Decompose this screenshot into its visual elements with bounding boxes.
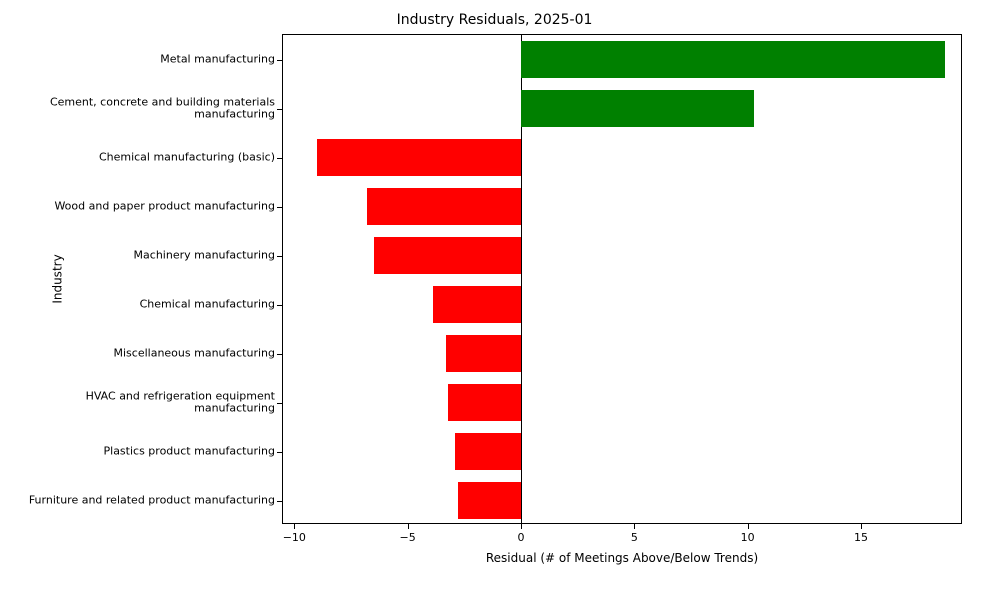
bar	[433, 286, 521, 324]
y-tick-label: Machinery manufacturing	[15, 249, 275, 262]
bar	[521, 90, 754, 128]
y-tick-label: Cement, concrete and building materials …	[15, 96, 275, 121]
y-tick-label: Chemical manufacturing	[15, 298, 275, 311]
x-tick-label: 15	[854, 531, 868, 544]
bar	[455, 433, 521, 471]
x-tick-label: 0	[518, 531, 525, 544]
bar	[367, 188, 521, 226]
y-tick-label: HVAC and refrigeration equipment manufac…	[15, 390, 275, 415]
plot-area: Residual (# of Meetings Above/Below Tren…	[282, 34, 962, 524]
y-tick-mark	[277, 60, 283, 61]
bar	[374, 237, 521, 275]
y-tick-mark	[277, 305, 283, 306]
y-tick-mark	[277, 501, 283, 502]
y-tick-mark	[277, 109, 283, 110]
x-tick-mark	[294, 523, 295, 529]
bar	[317, 139, 521, 177]
x-tick-label: 10	[741, 531, 755, 544]
y-tick-label: Chemical manufacturing (basic)	[15, 151, 275, 164]
x-axis-label: Residual (# of Meetings Above/Below Tren…	[283, 551, 961, 565]
bar	[521, 41, 945, 79]
x-tick-mark	[634, 523, 635, 529]
y-tick-label: Metal manufacturing	[15, 53, 275, 66]
y-tick-mark	[277, 452, 283, 453]
y-tick-mark	[277, 354, 283, 355]
x-tick-mark	[861, 523, 862, 529]
y-tick-label: Plastics product manufacturing	[15, 445, 275, 458]
x-tick-label: −10	[283, 531, 306, 544]
chart-title: Industry Residuals, 2025-01	[0, 12, 989, 28]
x-tick-mark	[408, 523, 409, 529]
y-tick-mark	[277, 207, 283, 208]
bar	[446, 335, 521, 373]
y-tick-mark	[277, 158, 283, 159]
x-tick-mark	[748, 523, 749, 529]
y-tick-mark	[277, 256, 283, 257]
x-tick-label: −5	[400, 531, 416, 544]
bar	[448, 384, 521, 422]
y-tick-label: Miscellaneous manufacturing	[15, 347, 275, 360]
x-tick-label: 5	[631, 531, 638, 544]
y-tick-mark	[277, 403, 283, 404]
y-tick-label: Wood and paper product manufacturing	[15, 200, 275, 213]
x-tick-mark	[521, 523, 522, 529]
bar	[458, 482, 521, 520]
chart-container: Industry Residuals, 2025-01 Residual (# …	[0, 0, 989, 590]
y-tick-label: Furniture and related product manufactur…	[15, 494, 275, 507]
